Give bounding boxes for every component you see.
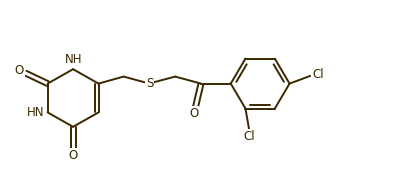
Text: Cl: Cl <box>312 68 324 81</box>
Text: O: O <box>189 107 198 120</box>
Text: NH: NH <box>65 53 83 66</box>
Text: HN: HN <box>27 106 44 119</box>
Text: O: O <box>15 64 24 77</box>
Text: S: S <box>146 77 154 90</box>
Text: Cl: Cl <box>244 130 255 143</box>
Text: O: O <box>68 149 78 162</box>
